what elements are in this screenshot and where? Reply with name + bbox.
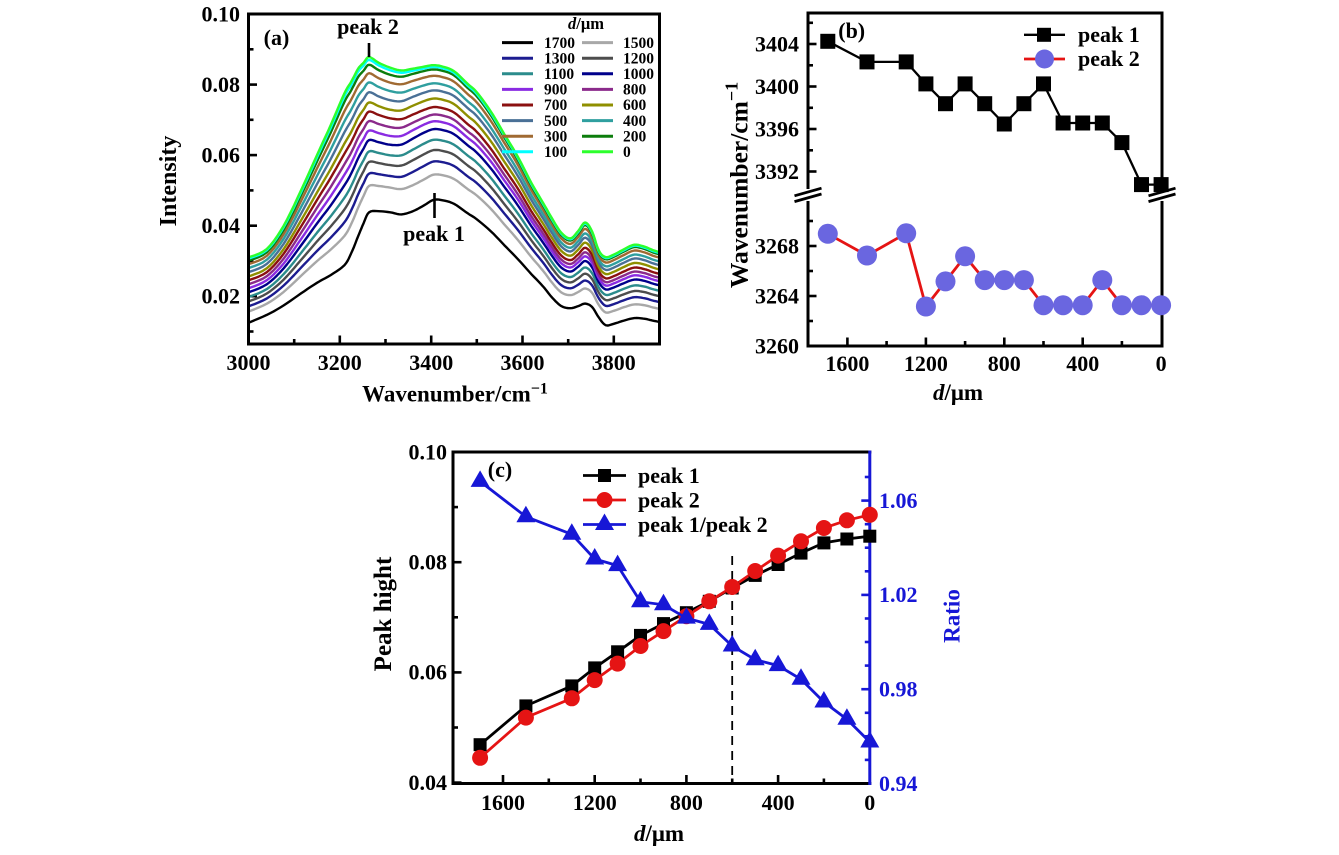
svg-text:3600: 3600 xyxy=(501,350,545,375)
svg-text:0.04: 0.04 xyxy=(409,770,448,795)
svg-text:peak 2: peak 2 xyxy=(638,487,700,512)
svg-text:800: 800 xyxy=(623,82,647,99)
svg-text:(b): (b) xyxy=(838,18,865,43)
svg-text:peak 2: peak 2 xyxy=(1078,46,1140,71)
svg-text:1500: 1500 xyxy=(623,35,654,52)
svg-text:0.98: 0.98 xyxy=(879,677,918,702)
svg-text:1200: 1200 xyxy=(623,50,654,67)
svg-text:1200: 1200 xyxy=(904,351,948,376)
svg-text:400: 400 xyxy=(623,113,647,130)
svg-text:peak 2: peak 2 xyxy=(337,14,399,39)
svg-text:1100: 1100 xyxy=(544,66,574,83)
svg-text:800: 800 xyxy=(670,790,703,815)
svg-text:600: 600 xyxy=(623,97,647,114)
svg-text:0.04: 0.04 xyxy=(202,213,241,238)
svg-text:d/μm: d/μm xyxy=(634,821,684,846)
svg-text:1600: 1600 xyxy=(481,790,525,815)
svg-text:1300: 1300 xyxy=(544,50,575,67)
svg-text:Ratio: Ratio xyxy=(940,589,965,643)
svg-text:0: 0 xyxy=(1156,351,1167,376)
svg-text:400: 400 xyxy=(762,790,795,815)
svg-text:700: 700 xyxy=(544,97,568,114)
svg-text:Peak hight: Peak hight xyxy=(370,556,397,671)
svg-text:peak 1/peak 2: peak 1/peak 2 xyxy=(638,512,768,537)
svg-text:0: 0 xyxy=(623,144,631,161)
svg-text:3800: 3800 xyxy=(592,350,636,375)
svg-text:500: 500 xyxy=(544,113,568,130)
svg-text:0.02: 0.02 xyxy=(202,284,241,309)
svg-text:300: 300 xyxy=(544,128,568,145)
svg-text:3000: 3000 xyxy=(227,350,271,375)
svg-text:200: 200 xyxy=(623,128,647,145)
svg-text:3268: 3268 xyxy=(755,233,799,258)
svg-text:d/μm: d/μm xyxy=(933,380,983,405)
svg-text:1200: 1200 xyxy=(573,790,617,815)
svg-text:Intensity: Intensity xyxy=(156,136,182,227)
svg-text:0.10: 0.10 xyxy=(202,1,241,26)
svg-text:peak 1: peak 1 xyxy=(403,221,465,246)
svg-text:900: 900 xyxy=(544,82,568,99)
svg-text:1700: 1700 xyxy=(544,35,575,52)
svg-text:1600: 1600 xyxy=(825,351,869,376)
svg-text:3396: 3396 xyxy=(755,116,799,141)
svg-text:3392: 3392 xyxy=(755,159,799,184)
svg-text:1000: 1000 xyxy=(623,66,654,83)
svg-text:(c): (c) xyxy=(488,457,512,482)
svg-text:3400: 3400 xyxy=(755,74,799,99)
svg-text:0.06: 0.06 xyxy=(202,142,241,167)
svg-text:3404: 3404 xyxy=(755,31,799,56)
svg-text:100: 100 xyxy=(544,144,568,161)
svg-text:0.08: 0.08 xyxy=(409,550,448,575)
svg-text:0.94: 0.94 xyxy=(879,771,918,796)
svg-text:3200: 3200 xyxy=(318,350,362,375)
svg-text:3264: 3264 xyxy=(755,283,799,308)
svg-text:0: 0 xyxy=(864,790,875,815)
svg-text:peak 1: peak 1 xyxy=(1078,22,1140,47)
svg-text:800: 800 xyxy=(988,351,1021,376)
svg-text:0.06: 0.06 xyxy=(409,660,448,685)
svg-text:1.02: 1.02 xyxy=(879,582,918,607)
svg-text:d/μm: d/μm xyxy=(568,14,604,33)
svg-text:0.10: 0.10 xyxy=(409,439,448,464)
svg-text:400: 400 xyxy=(1066,351,1099,376)
svg-text:(a): (a) xyxy=(264,25,290,50)
svg-text:3400: 3400 xyxy=(409,350,453,375)
svg-text:peak 1: peak 1 xyxy=(638,463,700,488)
svg-text:1.06: 1.06 xyxy=(879,488,918,513)
svg-text:3260: 3260 xyxy=(755,333,799,358)
svg-text:Wavenumber/cm−1: Wavenumber/cm−1 xyxy=(362,380,548,407)
svg-text:0.08: 0.08 xyxy=(202,72,241,97)
svg-text:Wavenumber/cm−1: Wavenumber/cm−1 xyxy=(722,82,754,288)
